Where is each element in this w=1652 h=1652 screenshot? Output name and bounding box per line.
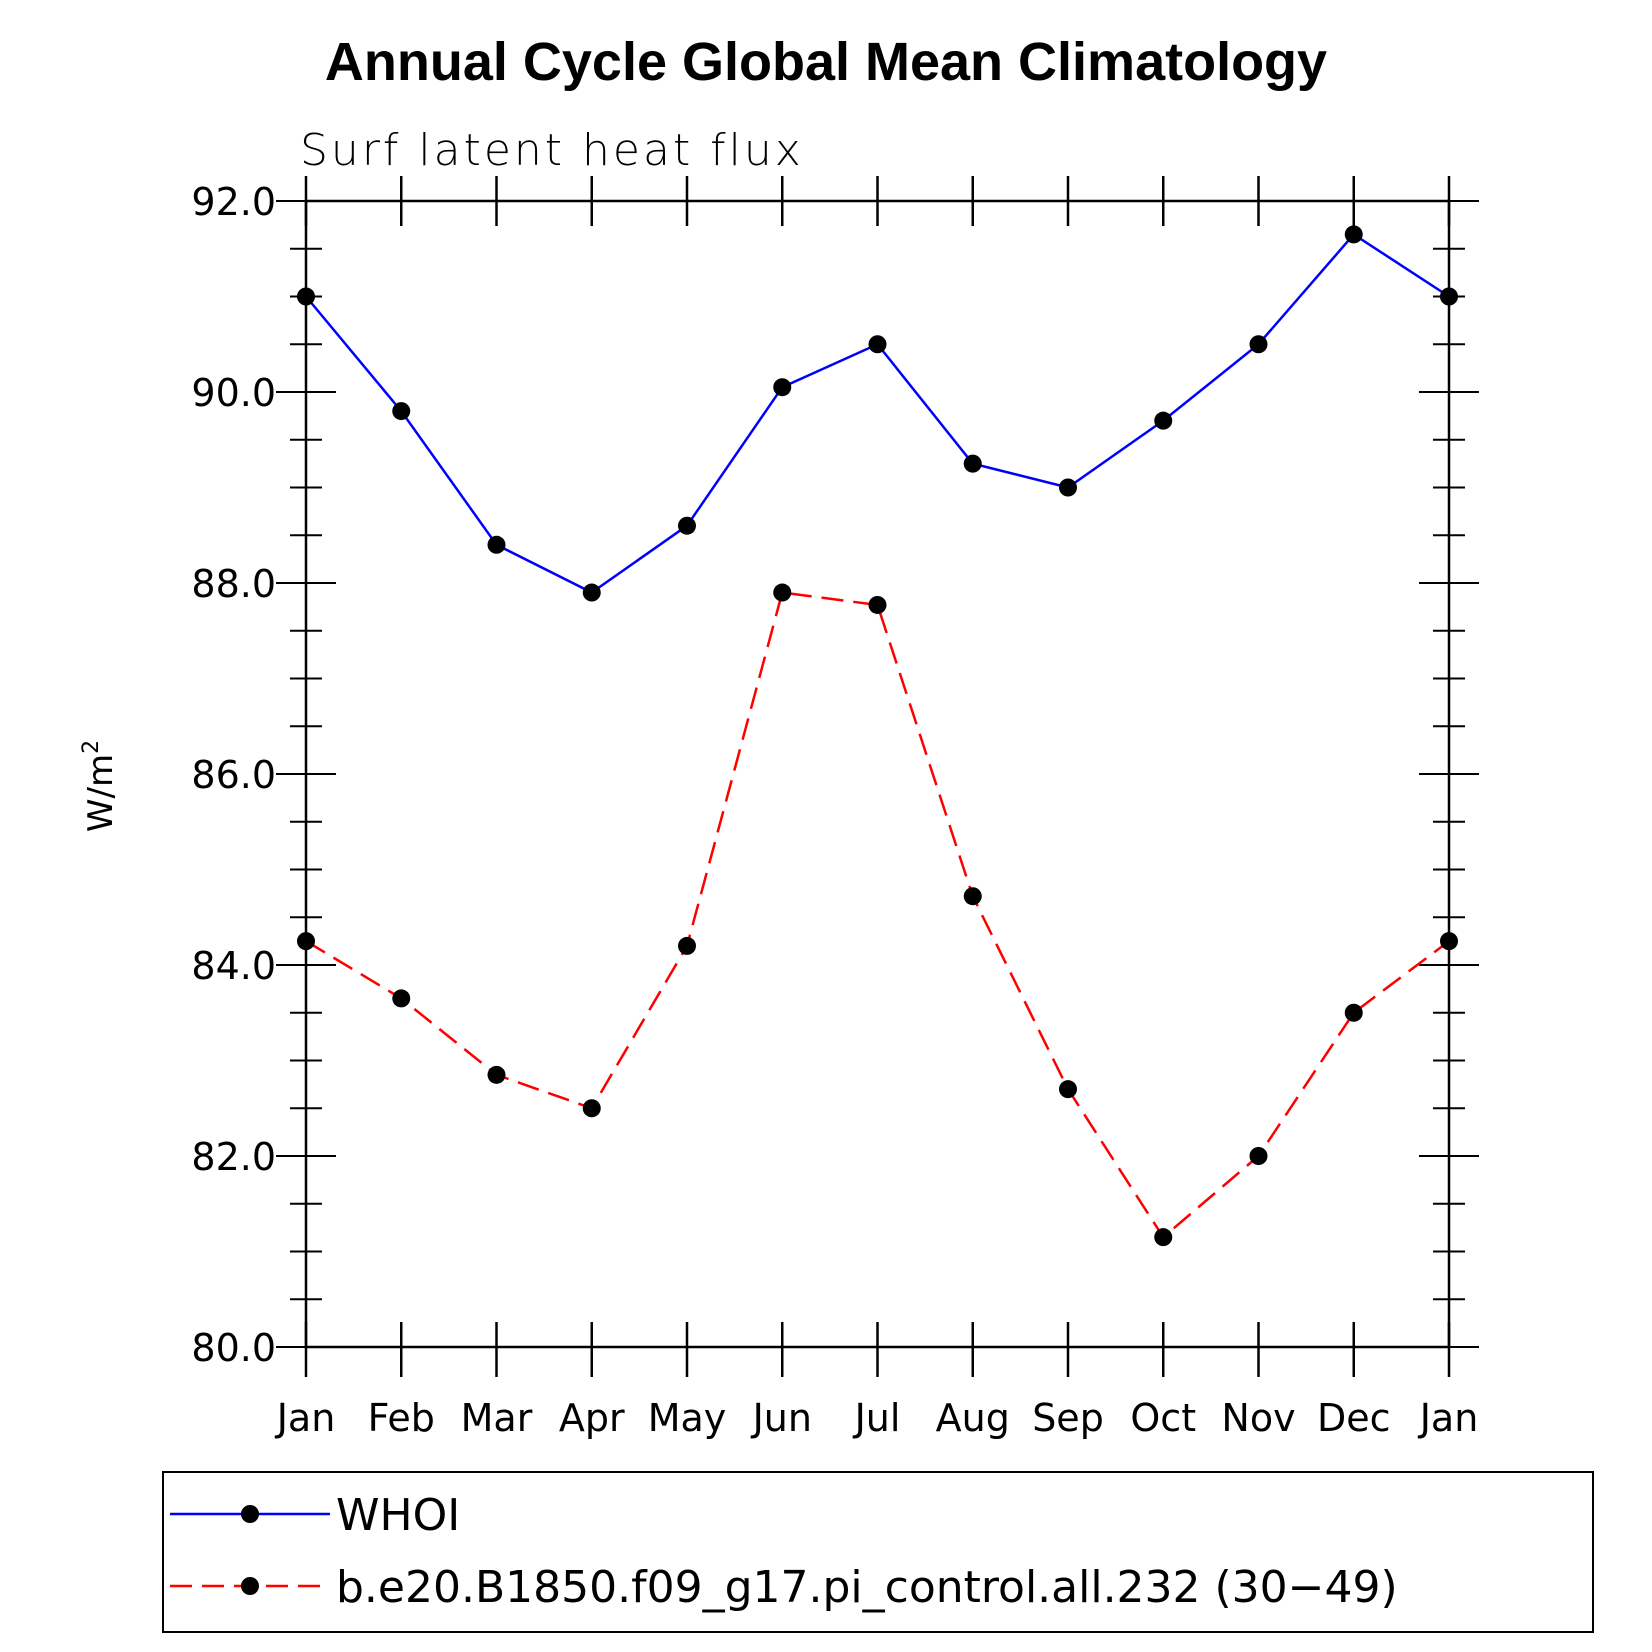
- legend-marker-0: [241, 1505, 259, 1523]
- axes: Jan Feb Mar Apr May Jun Jul Aug Sep Oct Nov Dec Jan 8…: [191, 176, 1479, 1440]
- legend-marker-1: [241, 1577, 259, 1595]
- x-tick-label: Mar: [461, 1396, 533, 1440]
- x-tick-label: May: [648, 1396, 727, 1440]
- x-tick-label: Jan: [1418, 1396, 1479, 1440]
- series-1-point: [1440, 932, 1458, 951]
- y-tick-label: 82.0: [191, 1135, 276, 1179]
- legend-label-0: WHOI: [336, 1490, 460, 1541]
- y-tick-label: 84.0: [191, 944, 276, 988]
- x-tick-label: Oct: [1130, 1396, 1196, 1440]
- x-tick-label: Jun: [751, 1396, 812, 1440]
- series-0-point: [1059, 478, 1077, 497]
- series-0-point: [582, 583, 601, 602]
- series-line-0: [305, 232, 1450, 595]
- legend-label-1: b.e20.B1850.f09_g17.pi_control.all.232 (…: [336, 1562, 1398, 1613]
- series-0-point: [392, 402, 411, 421]
- y-tick-label: 88.0: [191, 562, 276, 606]
- series-0-point: [678, 516, 696, 535]
- y-tick-label: 92.0: [191, 180, 276, 224]
- y-axis-label-text: W/m: [81, 754, 121, 832]
- series-1-point: [297, 932, 315, 951]
- series-1-point: [1344, 1003, 1363, 1022]
- x-tick-label: Dec: [1317, 1396, 1391, 1440]
- series-1-point: [1249, 1147, 1268, 1165]
- legend-box: [162, 1471, 1594, 1633]
- chart-subtitle: Surf latent heat flux: [300, 125, 804, 176]
- y-tick-label: 80.0: [191, 1326, 276, 1370]
- series-1-point: [678, 936, 696, 955]
- series-0-point: [963, 454, 982, 473]
- series-1-point: [773, 583, 792, 602]
- series-layer: [297, 225, 1458, 1247]
- x-tick-label: Sep: [1032, 1396, 1104, 1440]
- series-0-point: [487, 535, 506, 554]
- x-tick-label: Jan: [275, 1396, 336, 1440]
- svg-text:W/m2: W/m2: [79, 740, 121, 832]
- series-0-point: [1344, 225, 1363, 244]
- series-1-point: [582, 1099, 601, 1118]
- series-0-point: [773, 378, 792, 397]
- x-tick-label: Aug: [936, 1396, 1010, 1440]
- plot-frame: [304, 199, 1451, 1349]
- series-1-point: [487, 1065, 506, 1084]
- series-0-point: [868, 335, 887, 354]
- series-0-point: [1440, 287, 1458, 306]
- series-0-point: [1154, 411, 1173, 430]
- y-tick-label: 90.0: [191, 371, 276, 415]
- series-line-1: [305, 591, 1450, 1240]
- series-1-point: [963, 887, 982, 906]
- chart-title: Annual Cycle Global Mean Climatology: [325, 32, 1327, 92]
- legend: WHOI b.e20.B1850.f09_g17.pi_control.all.2…: [170, 1490, 1398, 1613]
- y-axis-label: W/m2: [79, 740, 121, 832]
- x-tick-label: Jul: [853, 1396, 901, 1440]
- series-1-point: [868, 595, 887, 614]
- series-1-point: [1059, 1080, 1077, 1099]
- x-tick-label: Feb: [368, 1396, 435, 1440]
- y-axis-label-superscript: 2: [79, 740, 104, 754]
- x-tick-label: Apr: [559, 1396, 625, 1440]
- series-1-point: [392, 989, 411, 1008]
- series-0-point: [1249, 335, 1268, 354]
- x-tick-label: Nov: [1221, 1396, 1295, 1440]
- series-0-point: [297, 287, 315, 306]
- series-1-point: [1154, 1228, 1173, 1247]
- y-tick-label: 86.0: [191, 753, 276, 797]
